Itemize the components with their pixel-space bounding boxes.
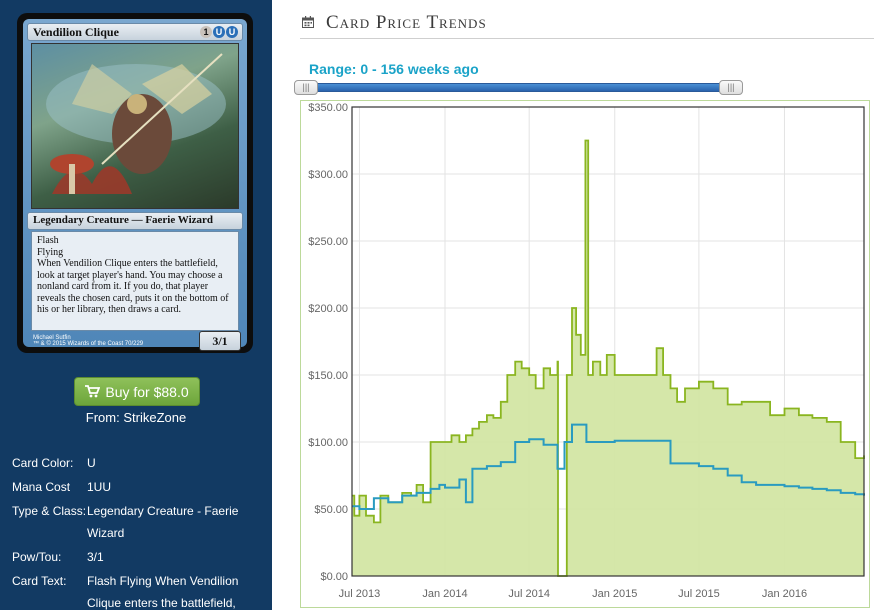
page-header: Card Price Trends xyxy=(300,8,874,38)
card-type-line: Legendary Creature — Faerie Wizard xyxy=(33,214,214,226)
card-type-bar: Legendary Creature — Faerie Wizard xyxy=(27,212,243,230)
plot-border xyxy=(351,106,865,577)
header-divider xyxy=(300,38,874,39)
y-tick-label: $250.00 xyxy=(308,236,348,248)
series-1-line xyxy=(352,139,865,577)
y-tick-label: $350.00 xyxy=(308,102,348,114)
card-sidebar: Vendilion Clique 1 U U xyxy=(0,0,272,610)
y-tick-label: $150.00 xyxy=(308,370,348,382)
mana-symbol-blue: U xyxy=(226,26,238,38)
info-value: Legendary Creature - Faerie Wizard xyxy=(87,504,239,540)
card-text-box: Flash Flying When Vendilion Clique enter… xyxy=(31,231,239,331)
range-slider-handle-right[interactable]: ||| xyxy=(719,80,743,95)
mana-cost-symbols: 1 U U xyxy=(200,26,238,38)
card-copyright: ™ & © 2015 Wizards of the Coast 70/229 xyxy=(33,341,144,347)
card-rule: When Vendilion Clique enters the battlef… xyxy=(37,258,229,315)
card-rule: Flying xyxy=(37,246,64,258)
series-2-line xyxy=(352,423,865,510)
range-slider-handle-left[interactable]: ||| xyxy=(294,80,318,95)
x-tick-label: Jan 2015 xyxy=(592,588,637,600)
card-power-toughness: 3/1 xyxy=(199,331,241,351)
y-tick-label: $50.00 xyxy=(314,504,348,516)
x-tick-label: Jul 2014 xyxy=(508,588,550,600)
calendar-icon xyxy=(302,16,314,28)
seller-name: From: StrikeZone xyxy=(85,410,187,425)
mana-symbol-blue: U xyxy=(213,26,225,38)
card-title-bar: Vendilion Clique 1 U U xyxy=(27,23,243,41)
price-trend-chart: $0.00 $50.00 $100.00 $150.00 $200.00 $250.00 $… xyxy=(308,102,865,600)
buy-button[interactable]: Buy for $88.0 xyxy=(74,377,200,406)
range-slider-track[interactable] xyxy=(305,83,738,92)
page-title: Card Price Trends xyxy=(326,12,487,33)
card-name: Vendilion Clique xyxy=(33,25,119,39)
card-artwork xyxy=(31,43,239,209)
info-label: Mana Cost xyxy=(12,480,71,494)
x-tick-label: Jan 2016 xyxy=(762,588,807,600)
x-tick-label: Jul 2013 xyxy=(339,588,381,600)
shopping-cart-icon xyxy=(85,385,101,398)
artist-name: Michael Sutfin xyxy=(33,335,71,341)
y-tick-label: $200.00 xyxy=(308,303,348,315)
range-label: Range: 0 - 156 weeks ago xyxy=(309,61,479,77)
card-artist-credit: Michael Sutfin ™ & © 2015 Wizards of the… xyxy=(33,335,143,347)
chart-frame xyxy=(300,100,870,608)
card-image: Vendilion Clique 1 U U xyxy=(17,13,253,353)
card-frame: Vendilion Clique 1 U U xyxy=(23,19,247,351)
series-1-area xyxy=(352,140,864,576)
y-tick-label: $100.00 xyxy=(308,437,348,449)
x-tick-label: Jul 2015 xyxy=(678,588,720,600)
info-label: Card Color: xyxy=(12,456,74,470)
x-tick-label: Jan 2014 xyxy=(422,588,467,600)
info-value: Flash Flying When Vendilion Clique enter… xyxy=(87,574,239,610)
info-value: 3/1 xyxy=(87,550,104,564)
buy-label: Buy for $88.0 xyxy=(105,383,189,400)
info-value: U xyxy=(87,456,96,470)
info-value: 1UU xyxy=(87,480,112,494)
y-tick-label: $300.00 xyxy=(308,169,348,181)
mana-symbol-generic: 1 xyxy=(200,26,212,38)
card-rule: Flash xyxy=(37,235,59,246)
faerie-artwork-icon xyxy=(46,53,226,194)
y-tick-label: $0.00 xyxy=(320,571,348,583)
info-label: Pow/Tou: xyxy=(12,550,62,564)
info-label: Type & Class: xyxy=(12,504,87,518)
info-label: Card Text: xyxy=(12,574,67,588)
